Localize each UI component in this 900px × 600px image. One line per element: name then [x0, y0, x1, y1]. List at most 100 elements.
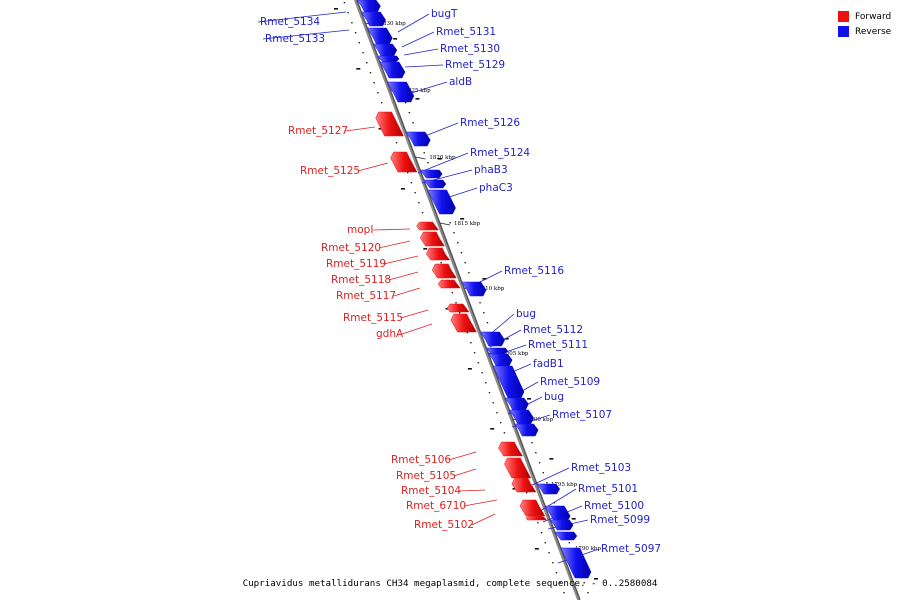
gene-label[interactable]: bug	[544, 391, 564, 403]
gene-arrow-rmet-5130[interactable]	[377, 55, 400, 63]
gene-label[interactable]: gdhA	[376, 328, 404, 340]
gene-arrow-phac3[interactable]	[427, 189, 456, 215]
gene-label[interactable]: Rmet_5103	[571, 462, 631, 474]
gene-label[interactable]: Rmet_5109	[540, 376, 600, 388]
forward-swatch	[838, 11, 849, 22]
gene-label[interactable]: Rmet_5118	[331, 274, 391, 286]
leader-line	[373, 228, 411, 231]
gene-arrow-rmet-5119[interactable]	[425, 247, 451, 261]
leader-line	[257, 11, 347, 23]
gene-arrow-rmet-5133[interactable]	[361, 11, 386, 27]
tick-label: 1820 kbp	[429, 155, 456, 161]
gene-arrow-rmet-5126[interactable]	[405, 131, 431, 147]
tick-mark	[439, 222, 451, 226]
gene-label[interactable]: Rmet_5129	[445, 59, 505, 71]
gene-label[interactable]: Rmet_5100	[584, 500, 644, 512]
gene-label[interactable]: Rmet_5126	[460, 117, 520, 129]
gene-label[interactable]: Rmet_5120	[321, 242, 381, 254]
gene-arrow-rmet-5105[interactable]	[504, 457, 532, 479]
leader-line	[448, 451, 477, 461]
leader-line	[400, 309, 429, 319]
gene-label[interactable]: Rmet_5099	[590, 514, 650, 526]
gene-label[interactable]: Rmet_5104	[401, 485, 461, 497]
gene-arrow-bug[interactable]	[480, 331, 505, 347]
gene-labels: Rmet_5134 Rmet_5133 bugT Rmet_5131 Rmet_5130…	[260, 8, 661, 555]
leader-line	[397, 13, 430, 33]
gene-arrow-rmet-6710[interactable]	[519, 499, 546, 517]
gene-label[interactable]: Rmet_5115	[343, 312, 403, 324]
gene-label[interactable]: Rmet_5130	[440, 43, 500, 55]
gene-label[interactable]: Rmet_5112	[523, 324, 583, 336]
leader-line	[407, 81, 448, 95]
gene-features	[356, 0, 592, 579]
gene-arrow-rmet-5127[interactable]	[375, 111, 404, 137]
gene-label[interactable]: Rmet_6710	[406, 500, 466, 512]
leader-line	[262, 29, 350, 40]
gene-arrow-rmet-5107[interactable]	[514, 423, 539, 437]
gene-arrow-rmet-5125[interactable]	[390, 151, 418, 173]
leader-line	[403, 48, 439, 56]
gene-label[interactable]: bug	[516, 308, 536, 320]
gene-label[interactable]: Rmet_5105	[396, 470, 456, 482]
gene-label[interactable]: phaB3	[474, 164, 508, 176]
gene-arrow-aldb[interactable]	[387, 81, 415, 103]
gene-label[interactable]: Rmet_5131	[436, 26, 496, 38]
leader-line	[404, 64, 444, 68]
gene-label[interactable]: Rmet_5097	[601, 543, 661, 555]
tick-label: 1815 kbp	[454, 221, 481, 227]
gene-arrow-rmet-5116[interactable]	[461, 281, 487, 297]
leader-line	[345, 126, 376, 132]
gene-arrow-rmet-5099[interactable]	[554, 531, 578, 541]
gene-arrow-rmet-5100[interactable]	[549, 519, 574, 531]
gene-label[interactable]: bugT	[431, 8, 458, 20]
map-caption: Cupriavidus metallidurans CH34 megaplasm…	[242, 578, 658, 589]
gene-arrow-rmet-5102[interactable]	[525, 515, 547, 521]
gene-label[interactable]: Rmet_5117	[336, 290, 396, 302]
gene-label[interactable]: fadB1	[533, 358, 564, 370]
tick-label: 1800 kbp	[527, 417, 554, 423]
gene-arrow-gdha[interactable]	[450, 313, 477, 333]
gene-label[interactable]: Rmet_5127	[288, 125, 348, 137]
gene-label[interactable]: aldB	[449, 76, 472, 88]
gene-arrow-mopi[interactable]	[416, 221, 440, 231]
gene-label[interactable]: mopI	[347, 224, 373, 236]
gene-arrow-rmet-5115[interactable]	[446, 303, 470, 313]
strand-legend: Forward Reverse	[838, 9, 891, 39]
gene-arrow-rmet-5118[interactable]	[431, 263, 457, 279]
gene-arrow-rmet-5104[interactable]	[511, 477, 537, 493]
leader-line	[401, 31, 435, 48]
gene-label[interactable]: Rmet_5134	[260, 16, 320, 28]
tick-label: 1790 kbp	[575, 546, 602, 552]
gene-arrow-rmet-5106[interactable]	[498, 441, 524, 457]
gene-arrow-rmet-5103[interactable]	[536, 483, 561, 495]
gene-label[interactable]: Rmet_5125	[300, 165, 360, 177]
leader-line	[383, 255, 419, 265]
gene-arrow-rmet-5124[interactable]	[419, 169, 443, 179]
legend-forward-label: Forward	[855, 11, 892, 22]
gene-arrow-rmet-5120[interactable]	[420, 231, 445, 247]
leader-line	[378, 240, 411, 249]
gene-label[interactable]: phaC3	[479, 182, 513, 194]
gene-arrow-phab3[interactable]	[423, 179, 447, 189]
reverse-swatch	[838, 26, 849, 37]
gene-arrow-rmet-5129[interactable]	[379, 61, 406, 79]
leader-line	[471, 513, 496, 526]
gene-label[interactable]: Rmet_5111	[528, 339, 588, 351]
gene-label[interactable]: Rmet_5102	[414, 519, 474, 531]
tick-label: 1805 kbp	[502, 351, 529, 357]
tick-label: 1795 kbp	[551, 482, 578, 488]
leader-line	[458, 489, 486, 492]
gene-label[interactable]: Rmet_5119	[326, 258, 386, 270]
leader-line	[417, 152, 469, 174]
gene-arrow-rmet-5097[interactable]	[560, 547, 592, 579]
legend-item-forward: Forward	[838, 9, 891, 24]
gene-label[interactable]: Rmet_5133	[265, 33, 325, 45]
gene-label[interactable]: Rmet_5106	[391, 454, 451, 466]
gene-label[interactable]: Rmet_5116	[504, 265, 564, 277]
gene-arrow-rmet-5117[interactable]	[437, 279, 461, 289]
leader-line	[463, 499, 498, 507]
gene-label[interactable]: Rmet_5107	[552, 409, 612, 421]
tick-label: 1830 kbp	[380, 21, 407, 27]
gene-label[interactable]: Rmet_5101	[578, 483, 638, 495]
gene-label[interactable]: Rmet_5124	[470, 147, 530, 159]
